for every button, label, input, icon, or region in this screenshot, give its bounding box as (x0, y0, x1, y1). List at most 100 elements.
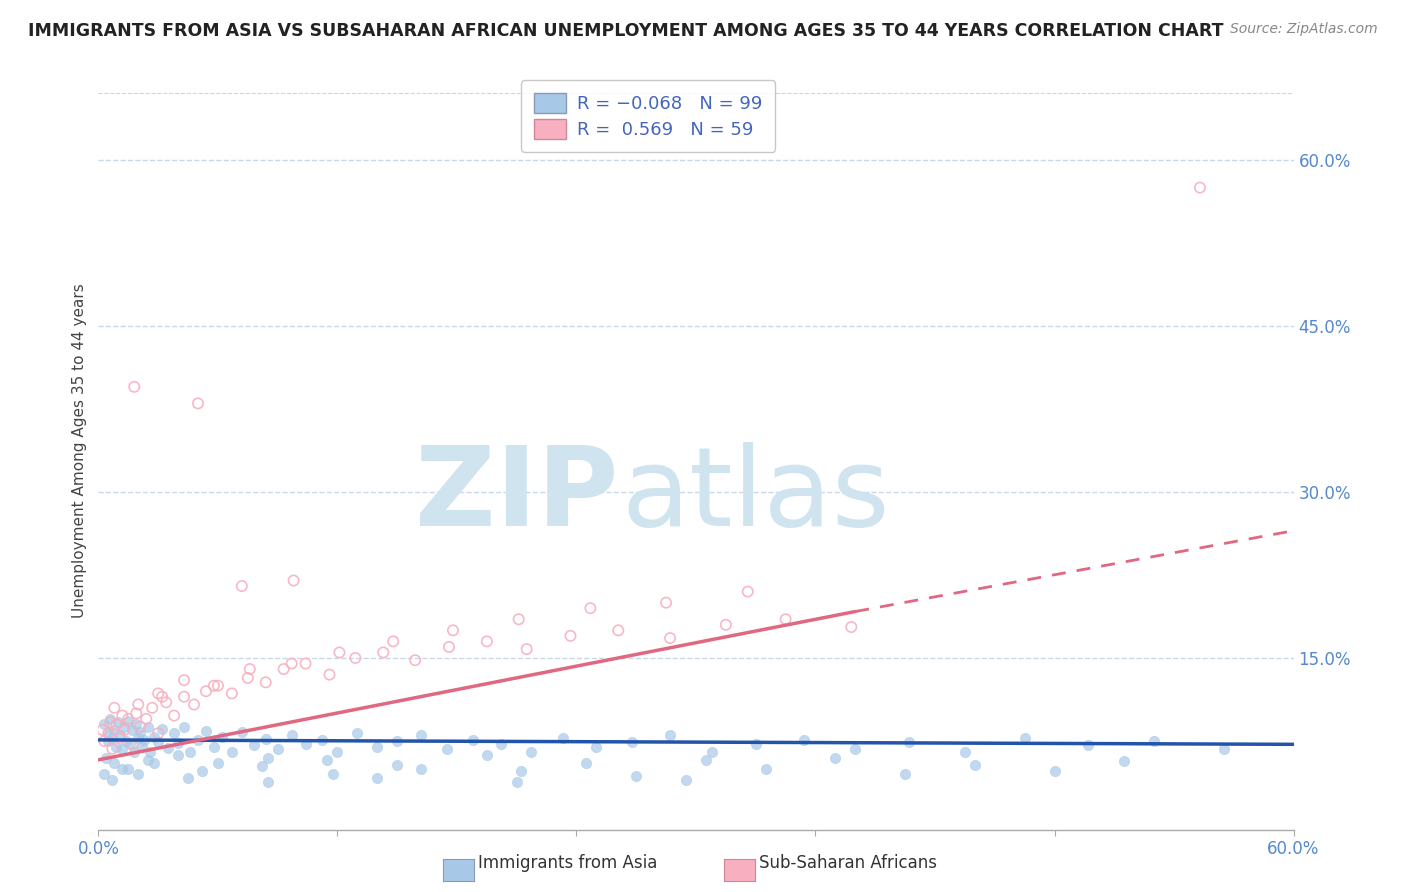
Point (202, 679, 225, 693)
Point (111, 708, 134, 723)
Point (101, 731, 124, 745)
Point (107, 715, 129, 730)
Point (461, 732, 484, 747)
Point (243, 739, 266, 753)
Point (1143, 734, 1166, 748)
Point (519, 745, 541, 759)
Point (101, 741, 124, 756)
Point (655, 596, 678, 610)
Point (115, 734, 138, 748)
Point (121, 737, 143, 751)
Point (191, 764, 214, 778)
Point (621, 735, 644, 749)
Point (105, 717, 128, 731)
Point (294, 657, 316, 671)
Point (127, 731, 149, 745)
Point (575, 756, 598, 771)
Point (239, 662, 262, 676)
Point (231, 579, 253, 593)
Point (187, 732, 209, 747)
Point (103, 701, 125, 715)
Text: IMMIGRANTS FROM ASIA VS SUBSAHARAN AFRICAN UNEMPLOYMENT AMONG AGES 35 TO 44 YEAR: IMMIGRANTS FROM ASIA VS SUBSAHARAN AFRIC… (28, 22, 1223, 40)
Point (675, 772, 697, 787)
Point (125, 717, 148, 731)
Point (436, 741, 458, 756)
Point (163, 708, 186, 723)
Point (1077, 739, 1099, 753)
Point (953, 745, 976, 759)
Legend: R = −0.068   N = 99, R =  0.569   N = 59: R = −0.068 N = 99, R = 0.569 N = 59 (522, 80, 775, 152)
Point (125, 706, 148, 721)
Point (148, 726, 170, 740)
Point (267, 741, 290, 756)
Point (280, 729, 302, 743)
Point (110, 731, 132, 745)
Point (898, 735, 921, 749)
Point (135, 712, 157, 726)
Point (280, 657, 302, 671)
Point (1014, 731, 1036, 745)
Point (316, 753, 339, 767)
Point (179, 745, 201, 759)
Point (516, 642, 538, 657)
Point (824, 750, 846, 764)
Point (221, 686, 243, 700)
Point (173, 720, 195, 734)
Point (441, 624, 464, 638)
Point (475, 748, 498, 763)
Point (328, 645, 350, 659)
Point (97, 734, 120, 748)
Point (894, 767, 917, 781)
Point (129, 725, 152, 739)
Point (489, 737, 512, 751)
Point (745, 737, 768, 751)
Point (659, 631, 682, 645)
Point (385, 758, 409, 772)
Point (659, 729, 682, 743)
Point (775, 612, 797, 626)
Point (117, 714, 139, 728)
Point (167, 748, 190, 763)
Point (626, 769, 648, 783)
Text: atlas: atlas (621, 442, 890, 549)
Point (93, 734, 115, 748)
Point (755, 762, 778, 776)
Point (131, 739, 153, 754)
Point (127, 698, 149, 712)
Point (103, 756, 125, 771)
Point (236, 671, 259, 685)
Point (560, 629, 582, 643)
Point (254, 731, 277, 746)
Point (143, 730, 166, 744)
Point (366, 771, 388, 785)
Point (167, 736, 190, 750)
Point (207, 756, 229, 771)
Point (155, 695, 177, 709)
Point (793, 732, 815, 747)
Point (385, 734, 409, 748)
Point (173, 690, 195, 704)
Point (211, 730, 233, 744)
Point (112, 720, 135, 734)
Point (607, 624, 630, 638)
Point (294, 737, 316, 751)
Point (256, 775, 278, 789)
Point (124, 380, 146, 394)
Point (508, 612, 530, 626)
Point (110, 729, 132, 743)
Point (93, 767, 115, 781)
Point (150, 722, 173, 736)
Point (700, 745, 723, 759)
Point (322, 767, 344, 781)
Point (844, 741, 866, 756)
Point (173, 673, 195, 687)
Point (127, 767, 149, 781)
Point (111, 741, 134, 756)
Point (141, 701, 163, 715)
Point (551, 731, 574, 745)
Point (124, 745, 146, 759)
Point (373, 645, 395, 659)
Point (195, 684, 218, 698)
Point (585, 739, 607, 754)
Point (101, 772, 124, 787)
